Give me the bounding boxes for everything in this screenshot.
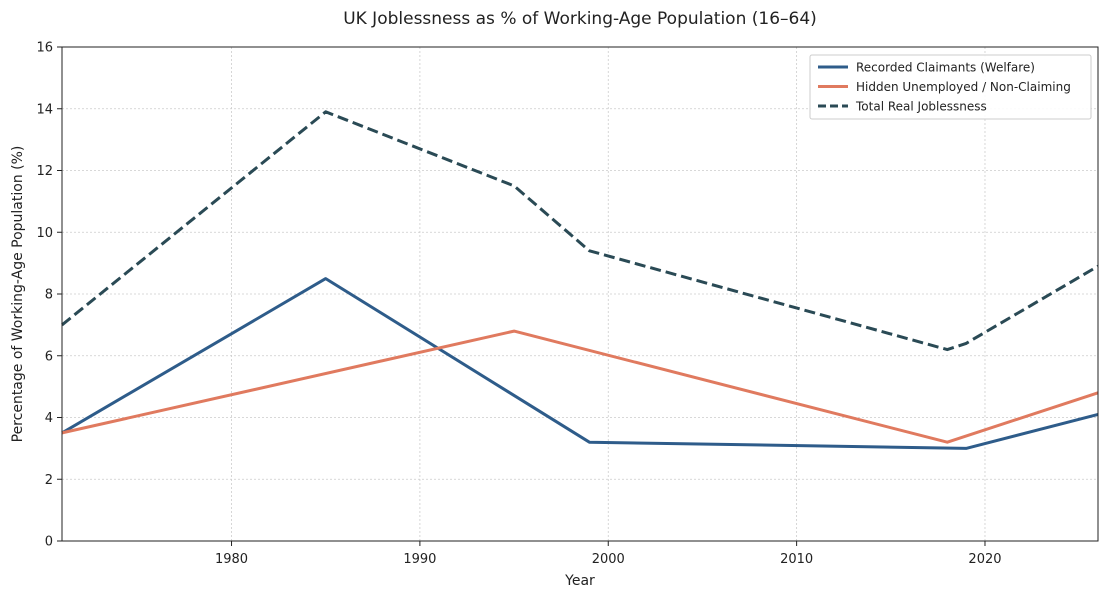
axis-ticks: 1980 1990 2000 2010 2020 0 2 4 6 8 10 12 14 16 — [36, 41, 1001, 568]
y-tick-label: 4 — [45, 411, 53, 426]
x-tick-label: 2000 — [592, 552, 625, 567]
legend-label-3: Total Real Joblessness — [855, 100, 987, 114]
y-tick-label: 8 — [45, 288, 53, 303]
y-tick-label: 14 — [36, 102, 53, 117]
x-tick-label: 1990 — [403, 552, 436, 567]
legend-label-1: Recorded Claimants (Welfare) — [856, 61, 1035, 75]
y-tick-label: 10 — [36, 226, 53, 241]
legend-label-2: Hidden Unemployed / Non-Claiming — [856, 80, 1071, 94]
grid — [62, 46, 1098, 542]
x-tick-label: 2010 — [780, 552, 813, 567]
legend-box — [809, 54, 1092, 120]
y-tick-label: 0 — [45, 535, 53, 550]
series-lines — [61, 110, 1099, 450]
y-axis-label: Percentage of Working-Age Population (%) — [10, 146, 26, 443]
y-tick-label: 6 — [45, 349, 53, 364]
x-axis-label: Year — [564, 573, 595, 589]
y-tick-label: 16 — [36, 41, 53, 56]
series-line-3 — [61, 110, 1099, 352]
x-tick-label: 1980 — [215, 552, 248, 567]
y-tick-label: 12 — [36, 164, 53, 179]
legend: Recorded Claimants (Welfare) Hidden Unemp… — [809, 54, 1092, 120]
x-tick-label: 2020 — [968, 552, 1001, 567]
y-tick-label: 2 — [45, 473, 53, 488]
series-line-2 — [61, 329, 1099, 444]
series-line-1 — [61, 277, 1099, 450]
chart-title: UK Joblessness as % of Working-Age Popul… — [343, 9, 817, 29]
